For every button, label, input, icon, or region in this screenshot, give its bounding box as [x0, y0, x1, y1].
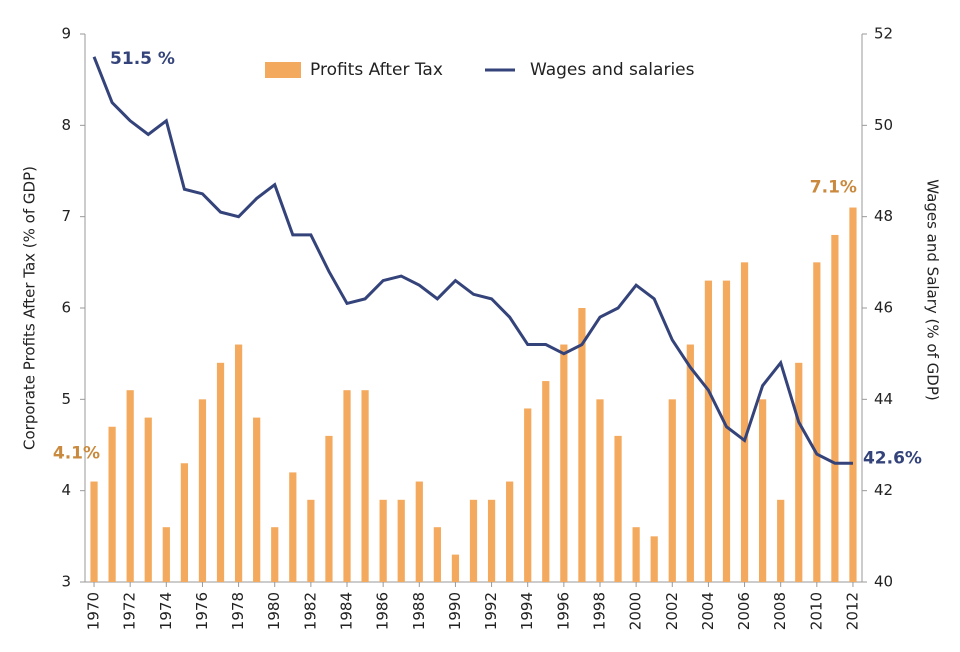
legend-label: Profits After Tax [310, 60, 443, 80]
bar [216, 362, 225, 582]
bar [795, 362, 803, 582]
x-tick-label: 2006 [735, 592, 753, 630]
bar [578, 308, 586, 582]
bar [180, 463, 188, 582]
x-tick-label: 2008 [771, 592, 789, 630]
annotation: 4.1% [53, 444, 100, 464]
y2-tick-label: 40 [874, 573, 893, 591]
bar [162, 527, 170, 582]
x-tick-label: 1996 [554, 592, 572, 630]
x-tick-label: 1976 [193, 592, 211, 630]
x-tick-label: 1980 [265, 592, 283, 630]
bar [813, 262, 821, 582]
bar [849, 207, 857, 583]
bar [722, 280, 731, 582]
y-tick-label: 8 [61, 116, 71, 134]
bar [126, 390, 134, 582]
y-tick-label: 7 [61, 207, 71, 225]
bar [361, 390, 369, 582]
x-tick-label: 1990 [446, 592, 464, 630]
bar [759, 399, 767, 582]
y2-tick-label: 50 [874, 116, 893, 134]
x-tick-label: 2010 [807, 592, 825, 630]
x-tick-label: 1982 [301, 592, 319, 630]
x-tick-label: 2004 [699, 592, 717, 630]
bar [704, 280, 713, 582]
bar [108, 426, 116, 582]
bar [686, 344, 694, 582]
x-tick-label: 1984 [338, 592, 356, 630]
bar [397, 499, 405, 582]
bar [144, 417, 152, 582]
y2-tick-label: 48 [874, 207, 893, 225]
bar [650, 536, 658, 582]
annotation: 51.5 % [110, 49, 175, 69]
x-tick-label: 1978 [229, 592, 247, 630]
y2-tick-label: 52 [874, 25, 893, 43]
bar [253, 417, 261, 582]
bar [325, 435, 333, 582]
bar [632, 527, 640, 582]
bar [777, 499, 785, 582]
y-axis-title: Corporate Profits After Tax (% of GDP) [21, 166, 39, 450]
line [92, 56, 853, 465]
legend-label: Wages and salaries [530, 60, 695, 80]
bar [614, 435, 622, 582]
annotation: 42.6% [863, 448, 922, 468]
x-tick-label: 2000 [627, 592, 645, 630]
y2-tick-label: 46 [874, 299, 893, 317]
x-tick-label: 1970 [85, 592, 103, 630]
bar [198, 399, 207, 582]
y-tick-label: 5 [61, 390, 71, 408]
bar [379, 499, 387, 582]
bar [596, 399, 604, 582]
bar [506, 481, 514, 582]
y-tick-label: 3 [61, 573, 71, 591]
x-tick-label: 2002 [663, 592, 681, 630]
bar [560, 344, 568, 582]
bar [487, 499, 496, 582]
y2-axis-title: Wages and Salary (% of GDP) [924, 179, 942, 400]
y2-tick-label: 42 [874, 481, 893, 499]
bar [90, 481, 98, 582]
y-tick-label: 6 [61, 299, 71, 317]
bar [234, 344, 243, 582]
x-tick-label: 1992 [482, 592, 500, 630]
legend-swatch [265, 62, 301, 78]
x-tick-label: 1974 [157, 592, 175, 630]
bar [469, 499, 478, 582]
x-tick-label: 2012 [843, 592, 861, 630]
annotation: 7.1% [810, 178, 857, 198]
bar [343, 390, 351, 582]
bar [740, 262, 749, 582]
x-tick-label: 1986 [374, 592, 392, 630]
bar [451, 554, 460, 582]
bar [831, 234, 839, 582]
bar [307, 499, 315, 582]
y-tick-label: 4 [61, 481, 71, 499]
bar [289, 472, 297, 582]
x-tick-label: 1998 [590, 592, 608, 630]
x-tick-label: 1972 [121, 592, 139, 630]
bar [433, 527, 441, 582]
x-tick-label: 1994 [518, 592, 536, 630]
bar [271, 527, 279, 582]
y2-tick-label: 44 [874, 390, 893, 408]
x-tick-label: 1988 [410, 592, 428, 630]
bar [415, 481, 423, 582]
bar [668, 399, 676, 582]
bar [542, 381, 550, 582]
bar [524, 408, 532, 582]
y-tick-label: 9 [61, 25, 71, 43]
